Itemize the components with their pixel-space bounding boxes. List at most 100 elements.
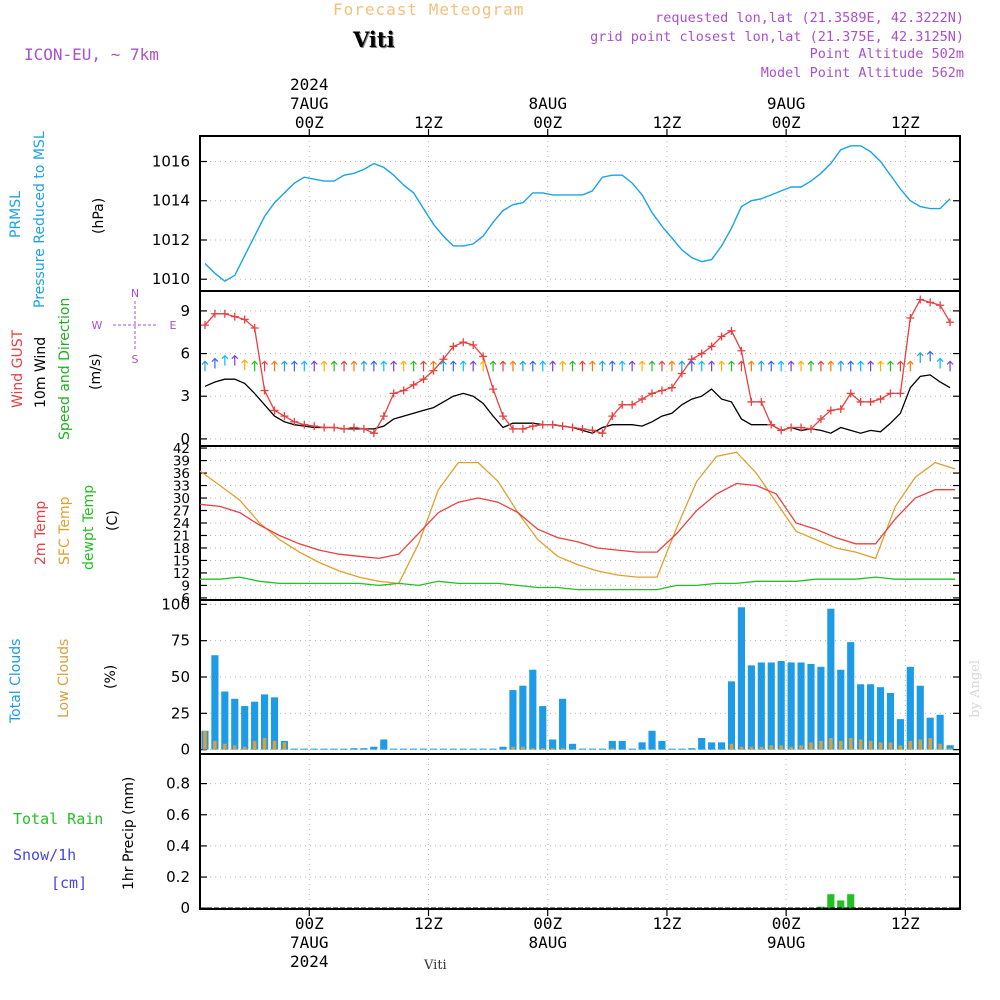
wind-direction-arrow xyxy=(330,360,338,372)
wind-gust-line-marker xyxy=(757,397,766,406)
wind-direction-arrow xyxy=(847,360,855,372)
wind-direction-arrow xyxy=(410,360,418,372)
low-cloud-bar xyxy=(838,740,843,750)
wind-gust-line-marker xyxy=(280,412,289,421)
clouds-ytick-label: 50 xyxy=(171,668,190,686)
low-cloud-bar xyxy=(272,740,277,750)
wind-gust-line-marker xyxy=(320,423,329,432)
wind-direction-arrow xyxy=(559,360,567,372)
rain-legend: Total Rain xyxy=(13,810,104,828)
pressure-ytick-label: 1016 xyxy=(152,153,190,171)
low-cloud-bar xyxy=(908,740,913,750)
requested-coords: requested lon,lat (21.3589E, 42.3222N) xyxy=(655,10,964,26)
low-cloud-bar xyxy=(878,742,883,750)
gridpoint-coords: grid point closest lon,lat (21.375E, 42.… xyxy=(590,29,964,45)
temperature-ytick-label: 24 xyxy=(173,516,190,532)
wind-gust-line-marker xyxy=(648,389,657,398)
wind-gust-line-marker xyxy=(568,423,577,432)
total-cloud-bar xyxy=(638,742,646,750)
wind-gust-line-marker xyxy=(767,420,776,429)
pressure-label-1: PRMSL xyxy=(8,191,24,238)
low-cloud-bar xyxy=(749,746,754,750)
total-cloud-bar xyxy=(489,748,497,750)
low-cloud-bar xyxy=(560,748,565,750)
low-cloud-bar xyxy=(232,745,237,750)
wind-gust-line-marker xyxy=(389,389,398,398)
bottom-time-label: 9AUG xyxy=(767,933,806,952)
wind-gust-line-marker xyxy=(608,412,617,421)
total-cloud-bar xyxy=(688,748,696,750)
low-cloud-bar xyxy=(928,738,932,750)
total-cloud-bar xyxy=(757,662,765,750)
wind-direction-arrow xyxy=(747,360,755,372)
low-cloud-bar xyxy=(252,740,257,750)
wind-gust-line-marker xyxy=(499,412,508,421)
bottom-time-label: 7AUG xyxy=(290,933,329,952)
meteogram-title: Forecast Meteogram xyxy=(333,0,525,19)
wind-gust-line xyxy=(204,298,951,435)
wind-gust-line-marker xyxy=(886,389,895,398)
wind-gust-line-marker xyxy=(737,346,746,355)
wind-direction-arrow xyxy=(569,360,576,372)
total-cloud-bar xyxy=(559,698,567,750)
precip-ytick-label: 0 xyxy=(180,899,190,917)
wind-direction-arrow xyxy=(688,360,696,372)
model-label: ICON-EU, ~ 7km xyxy=(24,45,159,64)
bottom-time-label: 00Z xyxy=(295,914,324,933)
wind-direction-arrow xyxy=(370,360,378,372)
total-cloud-bar xyxy=(340,748,348,750)
temperature-ytick-label: 30 xyxy=(173,491,190,507)
low-cloud-bar xyxy=(759,746,764,750)
top-time-label: 8AUG xyxy=(528,94,567,113)
rain-bar xyxy=(827,894,835,909)
low-cloud-bar xyxy=(819,740,823,750)
wind-direction-arrow xyxy=(698,360,706,372)
snow-legend: Snow/1h xyxy=(13,846,77,864)
total-cloud-bar xyxy=(400,748,408,750)
total-cloud-bar xyxy=(290,748,298,750)
wind-direction-arrow xyxy=(916,351,924,363)
pressure-ytick-label: 1012 xyxy=(152,231,190,249)
wind-gust-line-marker xyxy=(200,321,209,330)
wind-gust-line-marker xyxy=(936,301,945,310)
wind-direction-arrow xyxy=(340,360,348,372)
bottom-time-label: 00Z xyxy=(772,914,801,933)
total-cloud-bar xyxy=(817,666,825,750)
total-cloud-bar xyxy=(857,684,865,750)
pressure-units: (hPa) xyxy=(91,197,107,234)
wind-direction-arrow xyxy=(867,360,875,372)
compass-west: W xyxy=(92,319,103,332)
total-cloud-bar xyxy=(886,692,895,750)
total-cloud-bar xyxy=(429,748,438,750)
wind-gust-line-marker xyxy=(628,400,637,409)
low-cloud-bar xyxy=(898,745,903,750)
wind-direction-arrow xyxy=(499,360,507,372)
wind-gust-line-marker xyxy=(220,309,229,318)
rain-bar xyxy=(817,906,825,909)
footer-station-name: Viti xyxy=(424,958,447,973)
total-cloud-bar xyxy=(330,748,338,750)
wind-gust-line-marker xyxy=(558,422,567,431)
clouds-units: (%) xyxy=(103,664,119,689)
point-altitude: Point Altitude 502m xyxy=(809,46,964,62)
wind-ytick-label: 9 xyxy=(180,302,190,320)
low-cloud-bar xyxy=(858,739,863,750)
wind-direction-arrow xyxy=(380,360,388,372)
wind-direction-arrow xyxy=(896,360,904,372)
pressure-ytick-label: 1010 xyxy=(152,270,190,288)
low-cloud-bar xyxy=(739,746,744,750)
wind-ytick-label: 6 xyxy=(180,345,190,363)
wind-direction-arrow xyxy=(579,360,586,372)
total-cloud-bar xyxy=(797,662,805,750)
total-cloud-bar xyxy=(568,743,577,750)
wind-gust-line-marker xyxy=(479,352,488,361)
wind-gust-line-marker xyxy=(697,349,706,358)
temperature-ytick-label: 42 xyxy=(173,441,190,457)
compass-north: N xyxy=(131,287,139,300)
wind-gust-line-marker xyxy=(946,318,955,327)
wind-direction-arrow xyxy=(708,360,716,372)
wind-gust-line-marker xyxy=(508,424,517,433)
low-cloud-bar xyxy=(809,742,813,750)
total-cloud-bar xyxy=(628,748,636,750)
temperature-ytick-label: 9 xyxy=(181,578,190,594)
